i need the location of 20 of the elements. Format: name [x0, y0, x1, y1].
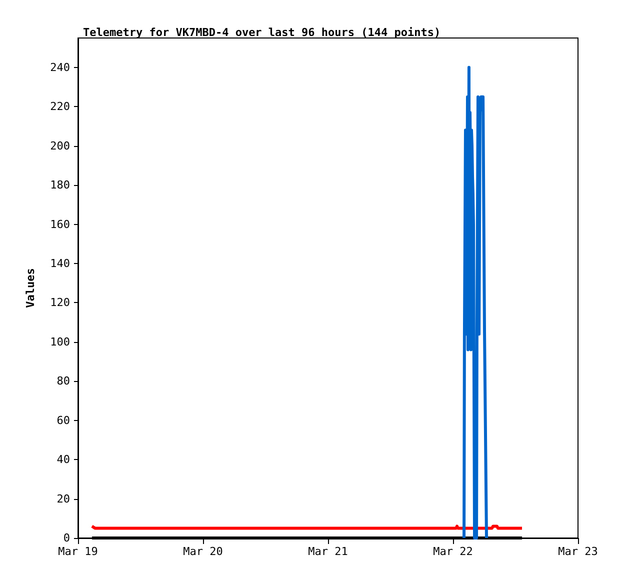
y-tick-label: 80 — [56, 374, 70, 388]
y-tick-label: 200 — [50, 139, 70, 152]
chart-title: Telemetry for VK7MBD-4 over last 96 hours (144 points) — [83, 26, 441, 39]
x-tick-label: Mar 20 — [183, 545, 223, 558]
y-tick-label: 240 — [50, 60, 70, 74]
y-axis-title: Values — [24, 268, 37, 308]
y-tick-label: 40 — [56, 453, 70, 466]
x-tick-label: Mar 22 — [433, 545, 473, 558]
y-tick-label: 120 — [50, 296, 70, 310]
y-tick-label: 180 — [50, 178, 70, 192]
y-tick-label: 160 — [50, 218, 70, 231]
y-tick-label: 0 — [63, 532, 70, 544]
y-tick-label: 20 — [56, 492, 70, 506]
y-tick-label: 60 — [56, 414, 70, 427]
y-tick-label: 140 — [50, 256, 70, 270]
y-tick-label: 100 — [50, 335, 70, 348]
x-tick-label: Mar 21 — [308, 545, 348, 558]
x-tick-label: Mar 19 — [58, 545, 98, 558]
y-tick-label: 220 — [50, 100, 70, 114]
x-tick-label: Mar 23 — [558, 545, 598, 558]
